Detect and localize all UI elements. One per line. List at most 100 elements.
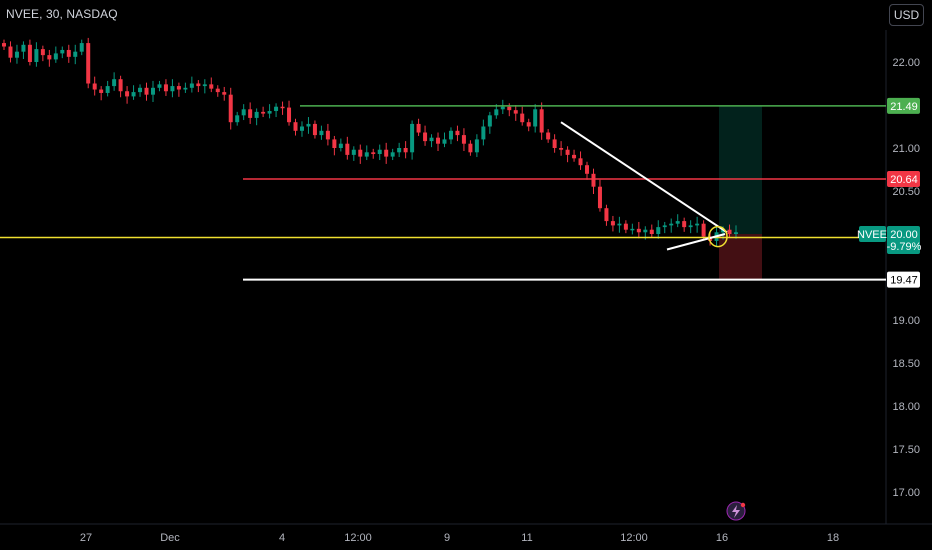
candle-body [669,223,674,226]
candle-body [604,208,609,222]
candle-body [578,158,583,166]
candle-body [183,87,188,90]
candle-body [597,186,602,209]
candle-body [215,88,220,93]
candle-body [138,87,143,93]
price-tick-label: 21.00 [892,143,920,155]
price-tick-label: 17.00 [892,487,920,499]
candle-body [423,132,428,142]
notification-dot [740,502,746,508]
candle-body [176,86,181,90]
time-tick-label: Dec [160,532,180,544]
candle-body [390,152,395,157]
candle-body [92,83,97,90]
candle-body [429,137,434,142]
candle-body [617,223,622,226]
candle-body [436,137,441,144]
candle-body [112,79,117,87]
candle-body [734,232,738,234]
candle-body [364,152,369,157]
current-change-label: -9.79% [887,241,922,253]
candle-body [701,223,706,237]
candle-body [299,126,304,131]
candle-body [21,44,26,52]
candle-body [371,152,376,155]
candle-body [688,225,693,228]
candle-body [662,225,667,228]
currency-button[interactable]: USD [889,4,924,26]
candle-body [209,84,214,89]
candle-body [66,49,71,57]
candle-body [60,49,65,54]
candle-body [105,86,110,93]
candle-body [533,109,538,127]
candle-body [610,221,615,226]
candle-body [474,139,479,153]
candle-body [591,173,596,187]
level-tag-stop-bg [887,271,920,288]
candle-body [552,139,557,148]
candle-body [293,122,298,131]
candle-body [157,84,162,88]
candle-body [695,223,700,226]
candle-body [189,83,194,88]
candle-body [125,91,130,97]
price-tick-label: 20.50 [892,186,920,198]
position-target-zone [719,105,762,234]
current-symbol-tag: NVEE [857,229,887,241]
candle-body [118,79,123,92]
candle-body [338,143,343,148]
candle-body [416,123,421,133]
candle-body [40,49,45,56]
candle-body [14,51,19,58]
candle-body [274,106,279,112]
price-tick-label: 18.50 [892,358,920,370]
current-price-tag-bg [887,226,920,254]
time-tick-label: 27 [80,532,92,544]
candle-body [254,111,259,118]
time-tick-label: 12:00 [344,532,372,544]
price-tick-label: 18.00 [892,401,920,413]
time-tick-label: 12:00 [620,532,648,544]
candle-body [675,221,680,224]
time-tick-label: 4 [279,532,285,544]
level-tag-target-bg [887,97,920,114]
candle-body [623,223,628,230]
candle-body [649,229,654,234]
candle-body [345,143,350,155]
candle-body [2,43,6,47]
candle-body [287,107,292,123]
time-tick-label: 18 [827,532,839,544]
time-tick-label: 16 [716,532,728,544]
candle-body [572,154,577,159]
lightning-bolt-icon [732,505,740,518]
candle-body [397,148,402,153]
candle-body [261,111,266,114]
candle-body [442,139,447,144]
candle-body [565,149,570,155]
descending-trendline [560,121,728,234]
candle-body [410,123,415,153]
candle-body [202,84,207,87]
candle-body [481,126,486,140]
level-tag-stop: 19.47 [890,275,918,287]
candle-body [332,139,337,148]
candle-body [248,109,253,118]
symbol-title: NVEE, 30, NASDAQ [6,7,118,21]
candle-body [144,87,149,95]
candle-body [727,229,732,234]
price-tick-label: 17.50 [892,444,920,456]
candle-body [539,109,544,133]
candle-body [170,86,175,92]
current-symbol-tag-bg [859,226,886,242]
price-tick-label: 19.00 [892,315,920,327]
candle-body [319,130,324,136]
candle-body [559,148,564,150]
candle-body [99,89,104,93]
candle-body [53,53,58,60]
candle-body [500,106,505,110]
candle-body [403,148,408,153]
ascending-trendline [666,233,726,251]
candle-body [351,149,356,155]
